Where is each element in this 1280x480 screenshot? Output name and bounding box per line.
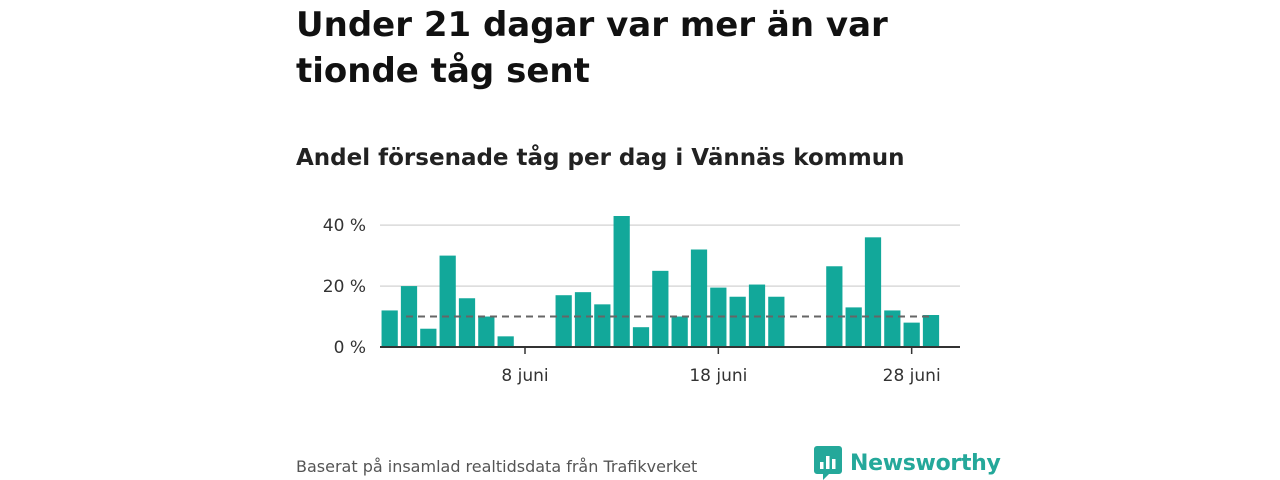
x-axis-ticks: 8 juni 18 juni 28 juni [501,347,941,386]
brand-logo: Newsworthy [814,446,1001,480]
bar [478,316,495,347]
source-note: Baserat på insamlad realtidsdata från Tr… [296,457,698,476]
bar [652,270,669,347]
bar [574,292,592,347]
bar [845,307,862,347]
y-axis-ticks: 0 % 20 % 40 % [323,216,366,358]
y-tick-label: 20 % [323,277,366,297]
bars [381,216,940,347]
chart-card: Under 21 dagar var mer än var tionde tåg… [296,0,1001,480]
bar [826,266,843,347]
bar [768,296,785,347]
bar [729,296,746,347]
bar [555,295,572,347]
y-tick-label: 40 % [323,216,366,236]
bar [381,310,398,347]
x-tick-label: 18 juni [689,366,747,386]
grid-lines [380,224,960,287]
bar [420,328,437,347]
bar [671,316,688,347]
bar-chart: 0 % 20 % 40 % 8 juni 18 juni 28 juni [323,216,960,386]
bar [497,336,514,347]
bar [439,255,456,347]
bar [458,298,476,347]
bar [613,216,630,347]
bar [632,327,650,347]
bar [884,310,901,347]
y-tick-label: 0 % [334,338,366,358]
bar [903,322,920,347]
bar [864,237,882,347]
chart-title: Under 21 dagar var mer än var tionde tåg… [296,5,888,91]
x-tick-label: 28 juni [883,366,941,386]
newsworthy-logo-icon [814,446,842,480]
bar [690,249,708,347]
chart-subtitle: Andel försenade tåg per dag i Vännäs kom… [296,145,905,171]
bar [922,315,940,347]
brand-name: Newsworthy [850,450,1001,476]
x-tick-label: 8 juni [501,366,548,386]
bar [594,304,611,347]
